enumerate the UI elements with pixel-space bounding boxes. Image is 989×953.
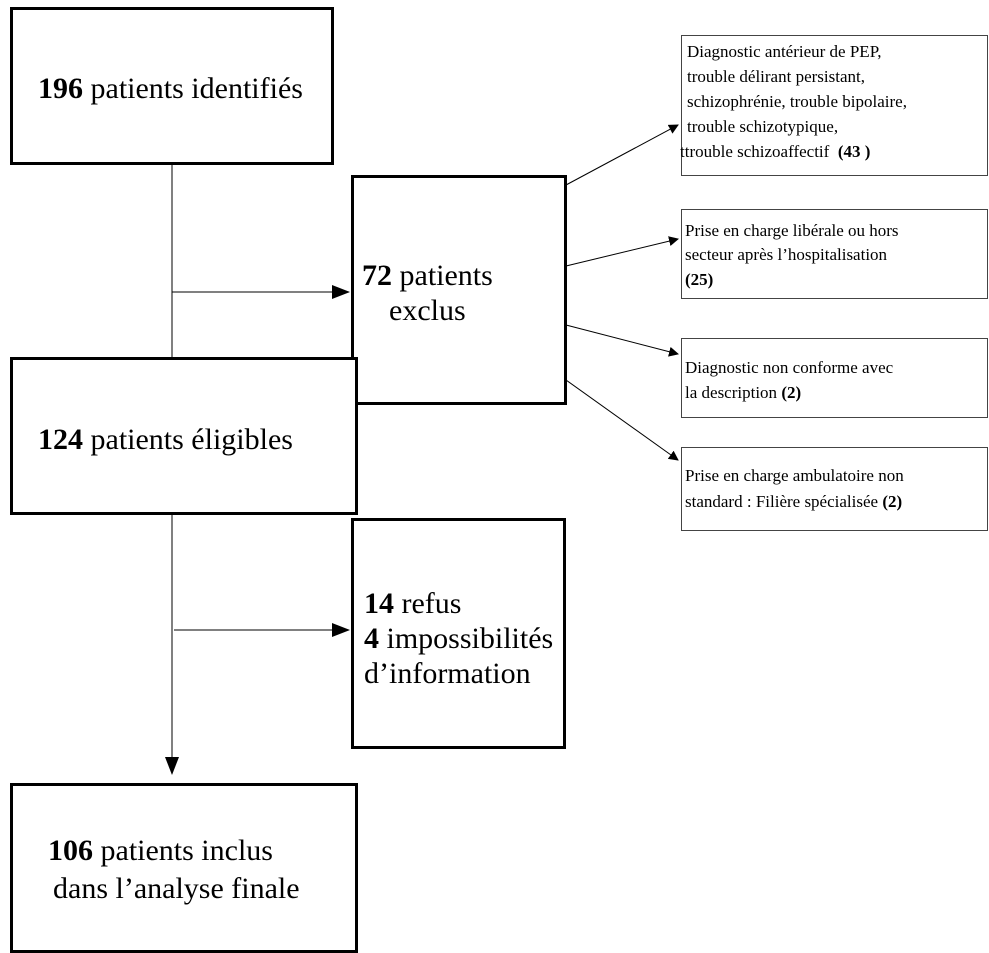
exclusion-reason-1-last-line: ttrouble schizoaffectif (43 ) <box>680 142 871 161</box>
identified-text: 196 patients identifiés <box>38 72 303 105</box>
refusals-line2: 4 impossibilités <box>364 622 554 655</box>
arrow-to-reason-2 <box>565 236 679 267</box>
excluded-text-line2: exclus <box>389 294 466 327</box>
excluded-box: 72 patients exclus <box>351 175 567 405</box>
exclusion-reason-2-box: Prise en charge libérale ou hors secteur… <box>681 209 988 299</box>
eligible-text: 124 patients éligibles <box>38 423 293 456</box>
refusals-line3: d’information <box>364 657 531 690</box>
arrow-to-reason-1 <box>565 124 679 186</box>
arrow-to-reason-4 <box>565 379 679 461</box>
included-text-line1: 106 patients inclus <box>48 834 273 867</box>
included-box: 106 patients inclus dans l’analyse final… <box>10 783 358 953</box>
arrow-to-reason-3 <box>565 324 679 357</box>
exclusion-reason-3-box: Diagnostic non conforme avec la descript… <box>681 338 988 418</box>
eligible-box: 124 patients éligibles <box>10 357 358 515</box>
included-text-line2: dans l’analyse finale <box>53 872 300 905</box>
identified-box: 196 patients identifiés <box>10 7 334 165</box>
refusals-line1: 14 refus <box>364 587 462 620</box>
excluded-text-line1: 72 patients <box>362 259 493 292</box>
exclusion-reason-1-box: Diagnostic antérieur de PEP, trouble dél… <box>680 35 988 176</box>
exclusion-reason-4-box: Prise en charge ambulatoire non standard… <box>681 447 988 531</box>
refusals-box: 14 refus 4 impossibilités d’information <box>351 518 566 749</box>
